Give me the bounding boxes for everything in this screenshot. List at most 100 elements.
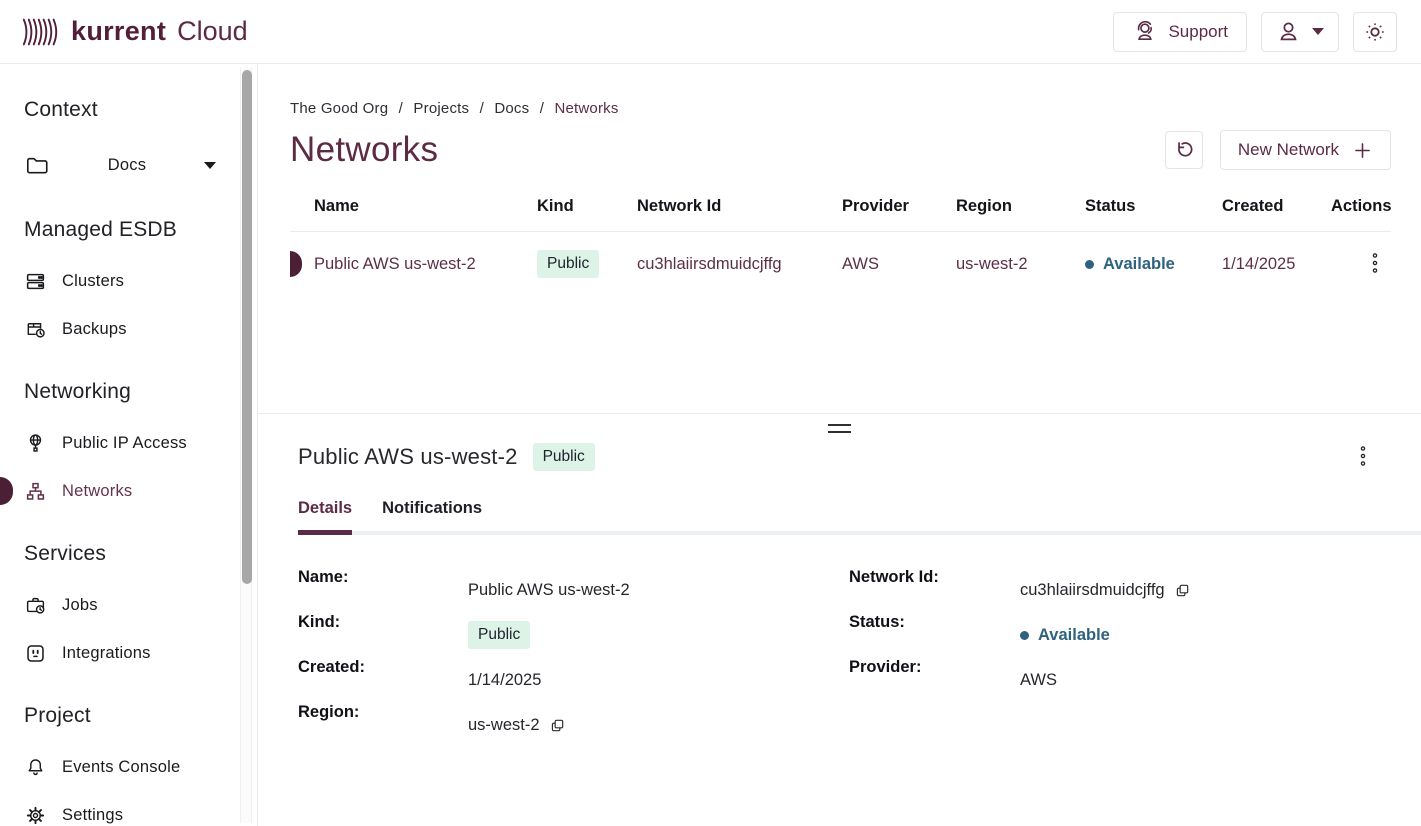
active-item-indicator — [0, 477, 13, 505]
field-label-name: Name: — [298, 567, 349, 586]
breadcrumb-separator: / — [479, 100, 484, 117]
panel-kind-badge: Public — [532, 443, 595, 471]
column-header-name: Name — [314, 197, 359, 215]
breadcrumb-separator: / — [398, 100, 404, 117]
logo-waves-icon — [22, 18, 58, 45]
theme-toggle-button[interactable] — [1353, 11, 1397, 52]
sidebar-item-clusters[interactable]: Clusters — [24, 268, 257, 294]
copy-icon — [1176, 584, 1188, 596]
sidebar-item-label: Public IP Access — [62, 433, 187, 452]
sidebar-item-label: Events Console — [62, 757, 181, 776]
support-button[interactable]: Support — [1113, 11, 1247, 52]
tab-notifications[interactable]: Notifications — [382, 499, 483, 517]
network-detail-panel: Public AWS us-west-2 Public Details Noti… — [258, 413, 1421, 826]
kind-badge: Public — [537, 250, 600, 278]
empty-cell — [849, 703, 1020, 748]
sidebar-item-events-console[interactable]: Events Console — [24, 754, 257, 780]
networks-icon — [26, 482, 45, 500]
breadcrumb: The Good Org / Projects / Docs / Network… — [290, 100, 1391, 117]
column-header-status: Status — [1085, 197, 1136, 215]
user-menu-button[interactable] — [1261, 11, 1339, 52]
status-indicator: Available — [1020, 626, 1110, 645]
kind-badge: Public — [468, 621, 531, 649]
networks-list-section: The Good Org / Projects / Docs / Network… — [258, 64, 1421, 413]
new-network-button[interactable]: New Network — [1219, 130, 1391, 170]
copy-network-id-button[interactable] — [1175, 583, 1190, 598]
cell-name[interactable]: Public AWS us-west-2 — [314, 254, 476, 273]
section-title-context: Context — [24, 98, 98, 121]
sidebar-item-backups[interactable]: Backups — [24, 316, 257, 342]
sidebar-item-label: Integrations — [62, 643, 151, 662]
sidebar: Context Docs Managed ESDB Clusters Backu — [0, 64, 258, 826]
public-ip-globe-icon — [29, 433, 42, 452]
column-header-kind: Kind — [537, 197, 574, 215]
breadcrumb-org[interactable]: The Good Org — [290, 100, 389, 117]
breadcrumb-projects[interactable]: Projects — [413, 100, 470, 117]
sun-icon — [1366, 22, 1384, 41]
status-dot — [1020, 630, 1029, 640]
panel-tabs: Details Notifications — [298, 499, 1421, 535]
column-header-network-id: Network Id — [637, 197, 722, 215]
main-content: The Good Org / Projects / Docs / Network… — [258, 64, 1421, 826]
breadcrumb-docs[interactable]: Docs — [494, 100, 530, 117]
network-id-text: cu3hlaiirsdmuidcjffg — [1020, 580, 1165, 599]
panel-actions-kebab-button[interactable] — [1353, 443, 1373, 472]
tab-details[interactable]: Details — [298, 499, 353, 535]
panel-resize-handle[interactable] — [828, 424, 851, 433]
networks-table: Name Kind Network Id Provider Region Sta… — [290, 197, 1392, 296]
support-label: Support — [1168, 21, 1228, 41]
sidebar-item-integrations[interactable]: Integrations — [24, 640, 257, 666]
field-value-created: 1/14/2025 — [468, 670, 542, 689]
sidebar-scrollbar-thumb[interactable] — [242, 70, 252, 584]
top-bar: kurrent Cloud Support — [0, 0, 1421, 64]
support-headset-icon — [1138, 20, 1153, 41]
chevron-down-icon — [1312, 28, 1324, 35]
context-project-dropdown[interactable]: Docs — [24, 152, 216, 178]
chevron-down-icon — [204, 161, 216, 169]
table-row[interactable]: Public AWS us-west-2 Public cu3hlaiirsdm… — [290, 232, 1391, 296]
section-title-managed-esdb: Managed ESDB — [24, 218, 177, 241]
field-label-provider: Provider: — [849, 657, 922, 676]
clusters-icon — [26, 273, 45, 289]
sidebar-item-networks[interactable]: Networks — [0, 477, 257, 505]
kebab-icon — [1360, 445, 1366, 466]
refresh-button[interactable] — [1164, 131, 1203, 169]
integrations-outlet-icon — [27, 644, 44, 662]
field-value-region: us-west-2 — [468, 703, 849, 748]
field-label-network-id: Network Id: — [849, 567, 939, 586]
section-title-services: Services — [24, 542, 107, 565]
field-label-region: Region: — [298, 702, 360, 721]
panel-title: Public AWS us-west-2 — [298, 444, 518, 469]
section-title-project: Project — [24, 704, 91, 727]
bell-icon — [28, 758, 43, 775]
field-value-provider: AWS — [1020, 670, 1057, 689]
copy-region-button[interactable] — [550, 718, 565, 733]
sidebar-item-jobs[interactable]: Jobs — [24, 592, 257, 618]
sidebar-scrollbar-track[interactable] — [240, 67, 252, 823]
refresh-icon — [1178, 142, 1193, 157]
row-actions-kebab-button[interactable] — [1365, 250, 1385, 279]
field-value-name: Public AWS us-west-2 — [468, 580, 630, 599]
sidebar-item-public-ip-access[interactable]: Public IP Access — [24, 430, 257, 456]
column-header-created: Created — [1222, 197, 1284, 215]
field-label-status: Status: — [849, 612, 905, 631]
sidebar-item-label: Networks — [62, 481, 133, 500]
status-dot — [1085, 259, 1094, 269]
backups-icon — [27, 322, 45, 338]
column-header-provider: Provider — [842, 197, 909, 215]
kurrent-cloud-logo: kurrent Cloud — [20, 14, 248, 50]
sidebar-item-label: Clusters — [62, 271, 125, 290]
field-value-kind: Public — [468, 613, 849, 658]
selected-row-indicator — [290, 251, 302, 277]
status-text: Available — [1103, 254, 1175, 273]
copy-icon — [551, 719, 563, 731]
plus-icon — [1355, 142, 1370, 158]
empty-cell — [1020, 703, 1421, 748]
page-title: Networks — [290, 130, 439, 169]
sidebar-item-label: Backups — [62, 319, 127, 338]
cell-actions — [1331, 250, 1391, 279]
breadcrumb-networks: Networks — [554, 100, 619, 117]
sidebar-item-settings[interactable]: Settings — [24, 802, 257, 826]
new-network-label: New Network — [1237, 140, 1339, 159]
folder-icon — [26, 157, 48, 174]
